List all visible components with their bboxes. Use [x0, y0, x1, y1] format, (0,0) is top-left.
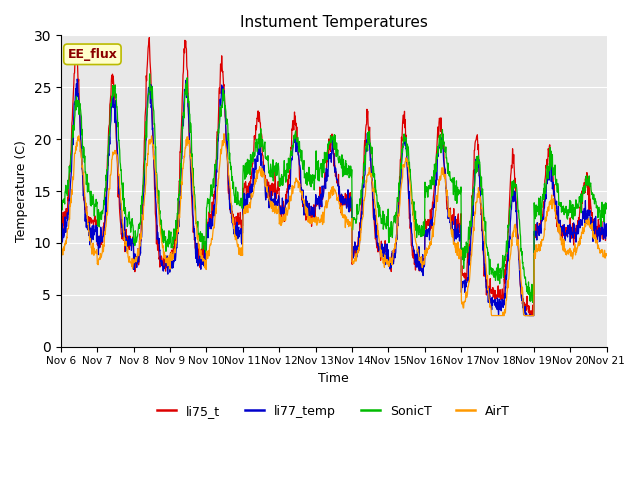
AirT: [603, 252, 611, 257]
li75_t: [145, 35, 153, 40]
SonicT: [179, 126, 186, 132]
li77_temp: [179, 113, 186, 119]
SonicT: [57, 189, 65, 194]
li75_t: [419, 266, 426, 272]
li75_t: [526, 312, 534, 318]
Text: EE_flux: EE_flux: [67, 48, 117, 61]
Line: AirT: AirT: [61, 134, 607, 315]
li75_t: [57, 211, 65, 216]
SonicT: [490, 275, 498, 280]
SonicT: [146, 71, 154, 77]
SonicT: [240, 164, 248, 170]
li75_t: [603, 225, 611, 231]
SonicT: [529, 300, 536, 305]
AirT: [220, 131, 228, 137]
Title: Instument Temperatures: Instument Temperatures: [240, 15, 428, 30]
AirT: [490, 312, 498, 318]
X-axis label: Time: Time: [318, 372, 349, 385]
AirT: [165, 260, 173, 266]
li75_t: [240, 192, 248, 198]
li77_temp: [539, 217, 547, 223]
li77_temp: [57, 232, 65, 238]
SonicT: [539, 196, 547, 202]
li77_temp: [74, 76, 81, 82]
li77_temp: [166, 261, 173, 266]
li77_temp: [240, 204, 248, 209]
li75_t: [166, 261, 173, 266]
AirT: [240, 206, 248, 212]
li77_temp: [419, 252, 426, 257]
SonicT: [419, 224, 426, 230]
AirT: [179, 175, 186, 181]
SonicT: [603, 201, 611, 206]
AirT: [539, 237, 547, 242]
li75_t: [490, 287, 498, 293]
AirT: [419, 261, 426, 267]
Line: SonicT: SonicT: [61, 74, 607, 302]
li77_temp: [490, 297, 498, 303]
li77_temp: [603, 233, 611, 239]
SonicT: [166, 241, 173, 247]
Line: li75_t: li75_t: [61, 37, 607, 315]
Line: li77_temp: li77_temp: [61, 79, 607, 315]
li75_t: [179, 88, 186, 94]
li75_t: [539, 217, 547, 223]
Legend: li75_t, li77_temp, SonicT, AirT: li75_t, li77_temp, SonicT, AirT: [152, 400, 515, 423]
li77_temp: [522, 312, 529, 318]
Y-axis label: Temperature (C): Temperature (C): [15, 140, 28, 242]
AirT: [488, 312, 495, 318]
AirT: [57, 249, 65, 255]
